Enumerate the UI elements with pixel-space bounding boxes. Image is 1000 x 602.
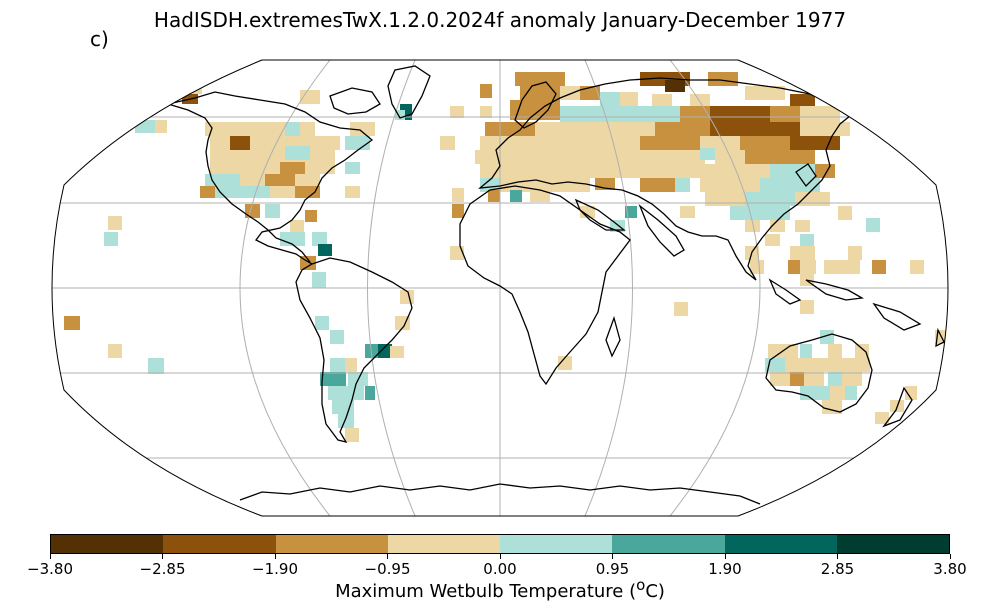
graticule <box>52 60 948 516</box>
colorbar-segment <box>500 535 613 553</box>
colorbar-segment <box>163 535 276 553</box>
colorbar-tick <box>837 554 838 559</box>
colorbar-tick <box>612 554 613 559</box>
map-title: HadISDH.extremesTwX.1.2.0.2024f anomaly … <box>153 8 847 32</box>
panel-label: c) <box>90 27 109 51</box>
world-map <box>51 59 949 517</box>
colorbar-tick <box>499 554 501 559</box>
globe-outline <box>51 59 949 517</box>
colorbar-tick-label: −1.90 <box>252 560 298 578</box>
anomaly-cells <box>64 72 948 442</box>
colorbar-tick-label: −2.85 <box>139 560 186 578</box>
colorbar-tick <box>162 554 163 559</box>
colorbar-segment <box>275 535 388 553</box>
colorbar-tick <box>274 554 276 559</box>
colorbar-tick-label: 3.80 <box>933 560 967 578</box>
colorbar-tick-label: 0.00 <box>483 560 517 578</box>
colorbar-tick-label: 2.85 <box>820 560 855 578</box>
colorbar <box>50 534 950 554</box>
colorbar-segment <box>836 535 949 553</box>
colorbar-segment <box>387 535 500 553</box>
coastlines <box>167 65 945 505</box>
colorbar-segment <box>724 535 837 553</box>
colorbar-tick <box>387 554 388 559</box>
colorbar-tick <box>949 554 951 559</box>
colorbar-segment <box>612 535 725 553</box>
colorbar-segment <box>51 535 164 553</box>
colorbar-tick-label: 0.95 <box>595 560 630 578</box>
colorbar-tick-label: 1.90 <box>708 560 742 578</box>
colorbar-tick-label: −3.80 <box>27 560 73 578</box>
colorbar-tick <box>49 554 51 559</box>
colorbar-label: Maximum Wetbulb Temperature (oC) <box>335 576 665 602</box>
colorbar-tick <box>724 554 726 559</box>
colorbar-tick-label: −0.95 <box>364 560 411 578</box>
